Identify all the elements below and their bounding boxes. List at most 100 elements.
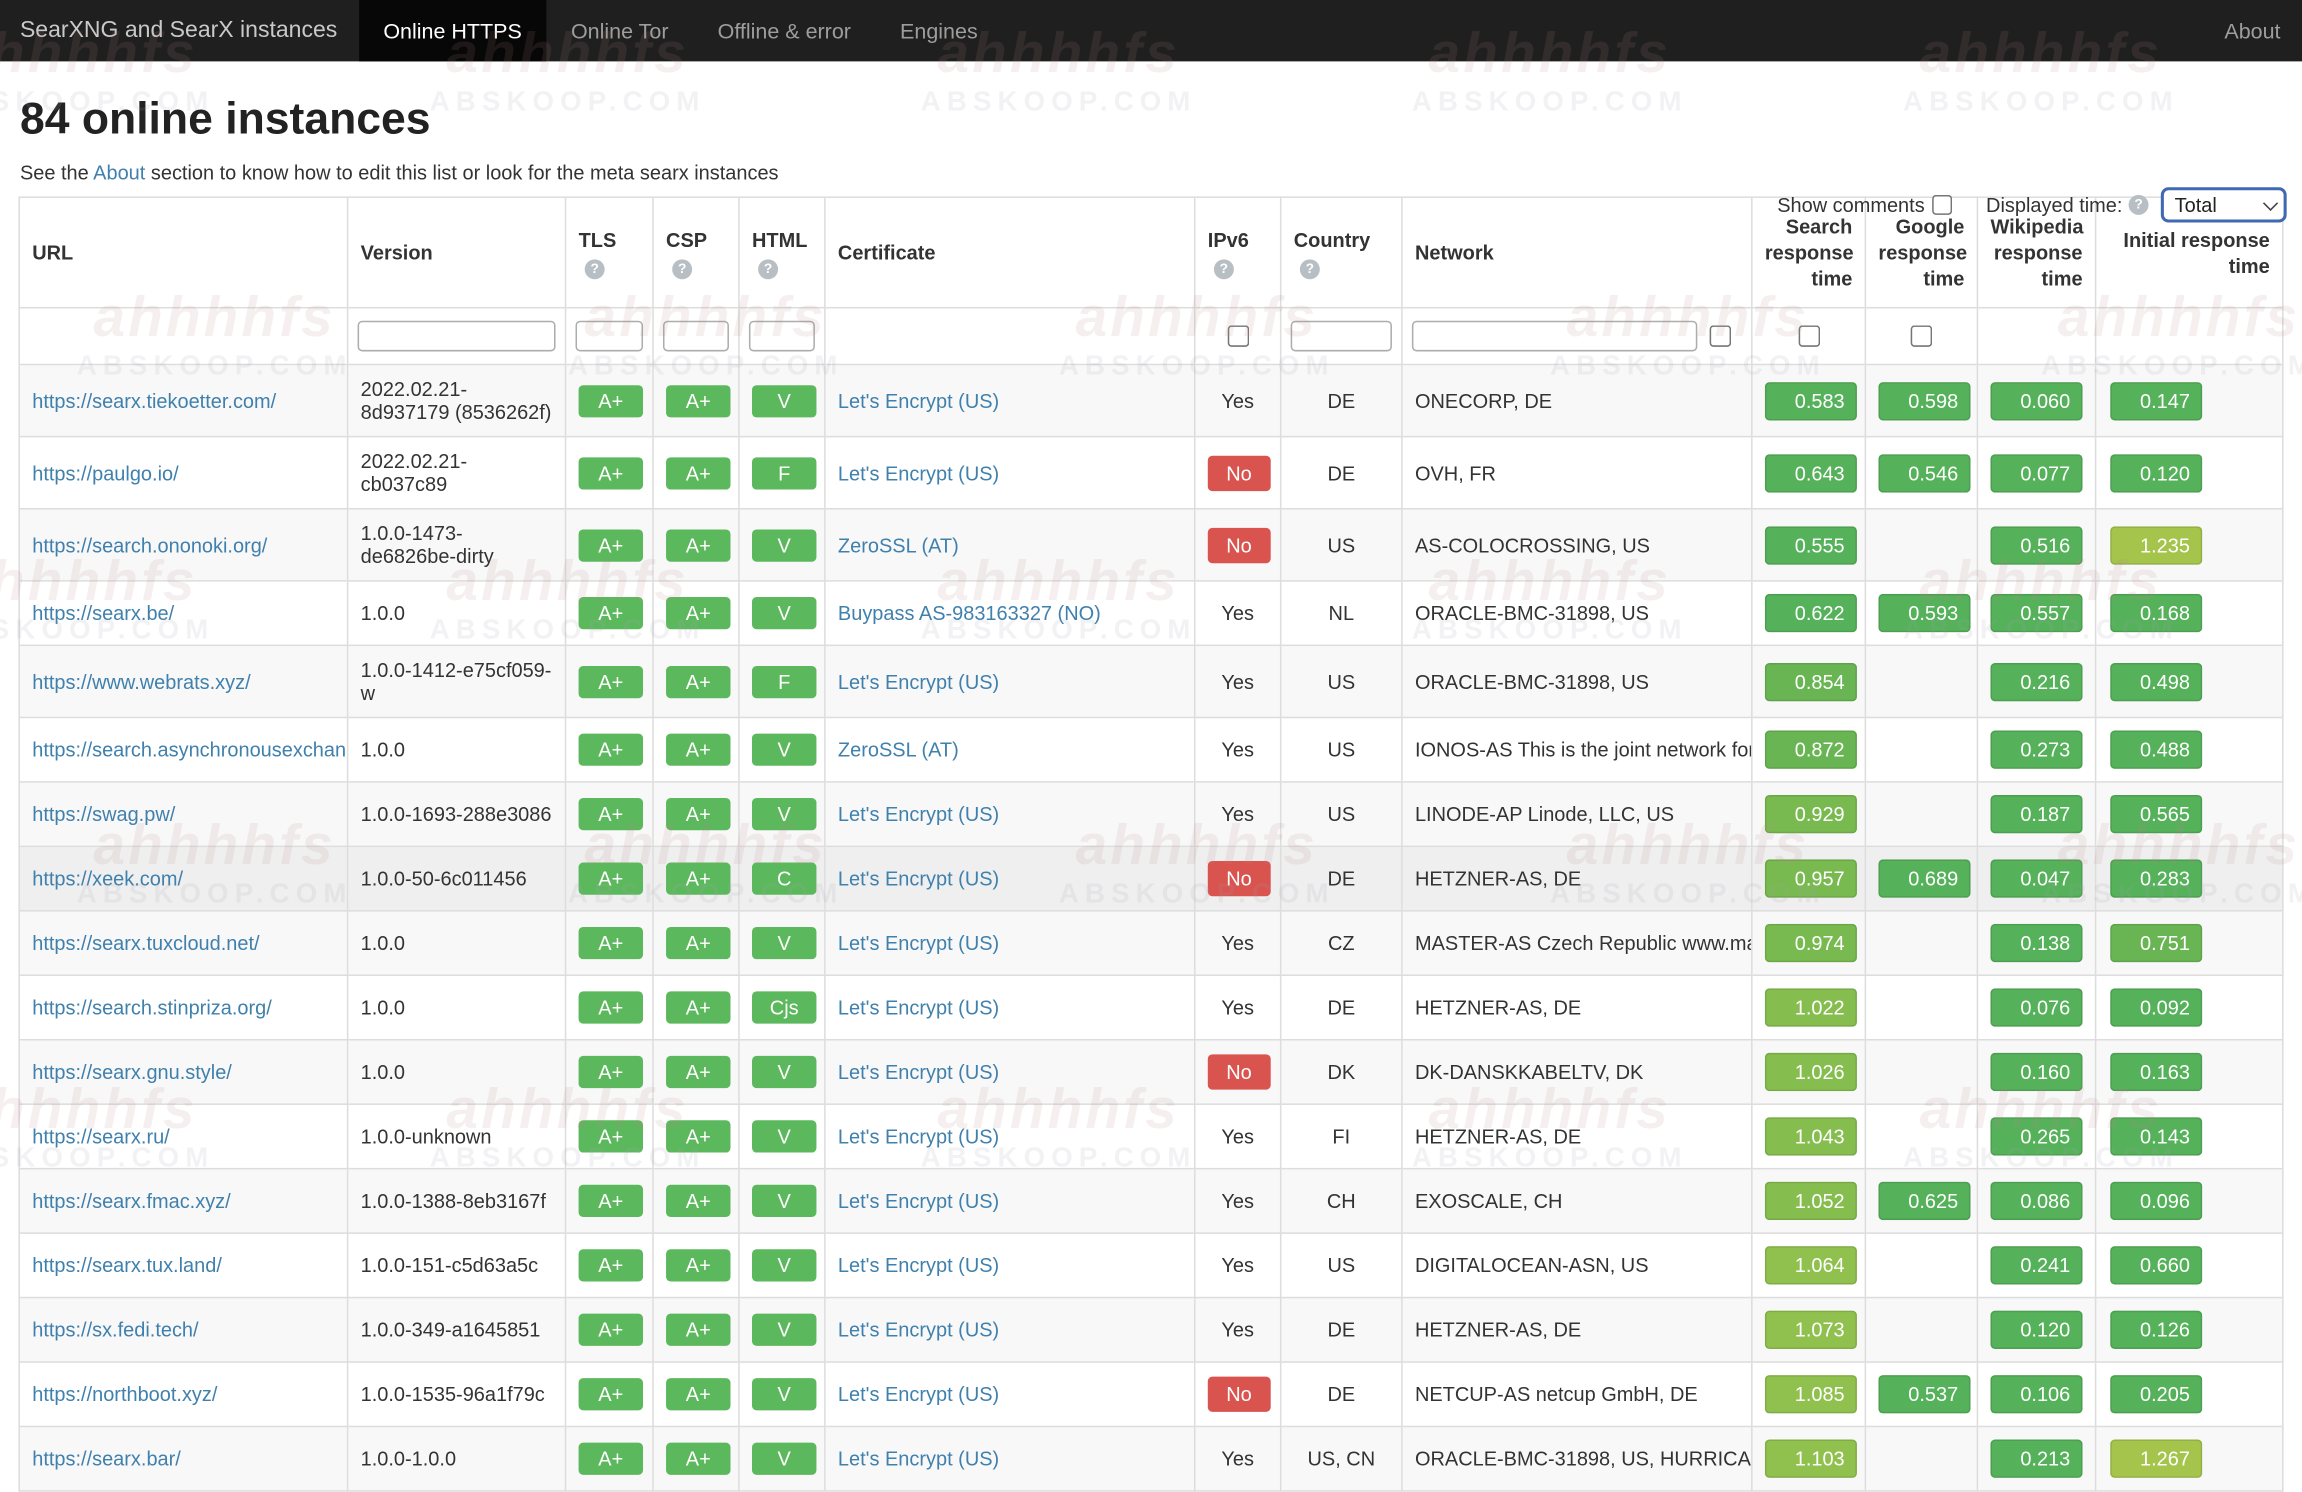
certificate-link[interactable]: Let's Encrypt (US) bbox=[837, 1253, 1000, 1277]
about-link[interactable]: About bbox=[2224, 18, 2281, 43]
certificate-link[interactable]: ZeroSSL (AT) bbox=[837, 533, 959, 557]
network-filter-checkbox[interactable] bbox=[1709, 325, 1732, 347]
csp-grade-badge[interactable]: A+ bbox=[666, 1442, 731, 1475]
csp-grade-badge[interactable]: A+ bbox=[666, 862, 731, 895]
instance-url-link[interactable]: https://sx.fedi.tech/ bbox=[32, 1318, 199, 1342]
html-grade-badge[interactable]: Cjs bbox=[751, 991, 817, 1024]
certificate-link[interactable]: Let's Encrypt (US) bbox=[837, 669, 1000, 693]
csp-grade-badge[interactable]: A+ bbox=[666, 798, 731, 831]
certificate-link[interactable]: Let's Encrypt (US) bbox=[837, 1189, 1000, 1213]
tls-grade-badge[interactable]: A+ bbox=[578, 1055, 644, 1089]
tls-grade-badge[interactable]: A+ bbox=[578, 733, 644, 766]
tls-grade-badge[interactable]: A+ bbox=[578, 862, 644, 895]
instance-url-link[interactable]: https://searx.fmac.xyz/ bbox=[32, 1189, 231, 1213]
html-grade-badge[interactable]: V bbox=[751, 733, 817, 766]
certificate-link[interactable]: Let's Encrypt (US) bbox=[837, 1124, 1000, 1148]
csp-grade-badge[interactable]: A+ bbox=[666, 1055, 731, 1089]
certificate-link[interactable]: Let's Encrypt (US) bbox=[837, 1382, 1000, 1406]
csp-grade-badge[interactable]: A+ bbox=[666, 733, 731, 766]
certificate-link[interactable]: Let's Encrypt (US) bbox=[837, 931, 1000, 955]
tls-grade-badge[interactable]: A+ bbox=[578, 456, 644, 489]
certificate-link[interactable]: Let's Encrypt (US) bbox=[837, 461, 1000, 485]
displayed-time-select[interactable]: Total bbox=[2160, 187, 2287, 223]
csp-grade-badge[interactable]: A+ bbox=[666, 991, 731, 1024]
html-grade-badge[interactable]: V bbox=[751, 384, 817, 417]
version-filter-input[interactable] bbox=[357, 320, 556, 352]
certificate-link[interactable]: Buypass AS-983163327 (NO) bbox=[837, 601, 1101, 625]
tls-grade-badge[interactable]: A+ bbox=[578, 384, 644, 417]
instance-url-link[interactable]: https://swag.pw/ bbox=[32, 802, 176, 826]
csp-grade-badge[interactable]: A+ bbox=[666, 1120, 731, 1153]
instance-url-link[interactable]: https://northboot.xyz/ bbox=[32, 1382, 218, 1406]
instance-url-link[interactable]: https://searx.tiekoetter.com/ bbox=[32, 389, 277, 413]
csp-grade-badge[interactable]: A+ bbox=[666, 1313, 731, 1346]
brand-link[interactable]: SearXNG and SearX instances bbox=[19, 16, 338, 43]
html-grade-badge[interactable]: V bbox=[751, 1120, 817, 1153]
tls-grade-badge[interactable]: A+ bbox=[578, 1249, 644, 1282]
html-filter-input[interactable] bbox=[748, 320, 815, 352]
tab-online-https[interactable]: Online HTTPS bbox=[358, 0, 547, 62]
csp-filter-input[interactable] bbox=[662, 320, 729, 352]
show-comments-checkbox[interactable] bbox=[1932, 194, 1953, 215]
html-grade-badge[interactable]: V bbox=[751, 1249, 817, 1282]
csp-grade-badge[interactable]: A+ bbox=[666, 528, 731, 561]
instance-url-link[interactable]: https://xeek.com/ bbox=[32, 867, 184, 891]
instance-url-link[interactable]: https://searx.ru/ bbox=[32, 1124, 170, 1148]
ipv6-filter-checkbox[interactable] bbox=[1226, 325, 1249, 347]
tab-online-tor[interactable]: Online Tor bbox=[570, 18, 669, 43]
instance-url-link[interactable]: https://searx.gnu.style/ bbox=[32, 1060, 232, 1084]
html-grade-badge[interactable]: V bbox=[751, 1055, 817, 1089]
instance-url-link[interactable]: https://searx.bar/ bbox=[32, 1447, 181, 1471]
tls-grade-badge[interactable]: A+ bbox=[578, 1313, 644, 1346]
tls-grade-badge[interactable]: A+ bbox=[578, 1378, 644, 1411]
tls-grade-badge[interactable]: A+ bbox=[578, 1120, 644, 1153]
csp-grade-badge[interactable]: A+ bbox=[666, 1378, 731, 1411]
tls-grade-badge[interactable]: A+ bbox=[578, 1442, 644, 1475]
csp-grade-badge[interactable]: A+ bbox=[666, 384, 731, 417]
search-time-filter-checkbox[interactable] bbox=[1797, 325, 1820, 347]
tab-offline-error[interactable]: Offline & error bbox=[717, 18, 851, 43]
instance-url-link[interactable]: https://searx.tuxcloud.net/ bbox=[32, 931, 260, 955]
tls-grade-badge[interactable]: A+ bbox=[578, 991, 644, 1024]
tls-grade-badge[interactable]: A+ bbox=[578, 528, 644, 561]
html-grade-badge[interactable]: V bbox=[751, 528, 817, 561]
certificate-link[interactable]: ZeroSSL (AT) bbox=[837, 738, 959, 762]
subtitle-about-link[interactable]: About bbox=[93, 161, 146, 185]
csp-grade-badge[interactable]: A+ bbox=[666, 456, 731, 489]
html-grade-badge[interactable]: F bbox=[751, 665, 817, 698]
csp-grade-badge[interactable]: A+ bbox=[666, 596, 731, 630]
instance-url-link[interactable]: https://search.ononoki.org/ bbox=[32, 533, 268, 557]
html-grade-badge[interactable]: V bbox=[751, 1442, 817, 1475]
tls-filter-input[interactable] bbox=[575, 320, 644, 352]
html-grade-badge[interactable]: C bbox=[751, 862, 817, 895]
html-grade-badge[interactable]: V bbox=[751, 798, 817, 831]
certificate-link[interactable]: Let's Encrypt (US) bbox=[837, 802, 1000, 826]
html-grade-badge[interactable]: V bbox=[751, 596, 817, 630]
tls-grade-badge[interactable]: A+ bbox=[578, 926, 644, 960]
certificate-link[interactable]: Let's Encrypt (US) bbox=[837, 1447, 1000, 1471]
certificate-link[interactable]: Let's Encrypt (US) bbox=[837, 389, 1000, 413]
tls-grade-badge[interactable]: A+ bbox=[578, 665, 644, 698]
html-grade-badge[interactable]: F bbox=[751, 456, 817, 489]
network-filter-input[interactable] bbox=[1411, 320, 1698, 352]
certificate-link[interactable]: Let's Encrypt (US) bbox=[837, 867, 1000, 891]
certificate-link[interactable]: Let's Encrypt (US) bbox=[837, 1060, 1000, 1084]
html-grade-badge[interactable]: V bbox=[751, 1313, 817, 1346]
instance-url-link[interactable]: https://search.stinpriza.org/ bbox=[32, 996, 272, 1020]
csp-grade-badge[interactable]: A+ bbox=[666, 1249, 731, 1282]
google-time-filter-checkbox[interactable] bbox=[1910, 325, 1933, 347]
instance-url-link[interactable]: https://paulgo.io/ bbox=[32, 461, 179, 485]
instance-url-link[interactable]: https://search.asynchronousexchan... bbox=[32, 738, 348, 762]
certificate-link[interactable]: Let's Encrypt (US) bbox=[837, 1318, 1000, 1342]
tls-grade-badge[interactable]: A+ bbox=[578, 798, 644, 831]
html-grade-badge[interactable]: V bbox=[751, 1378, 817, 1411]
instance-url-link[interactable]: https://www.webrats.xyz/ bbox=[32, 669, 251, 693]
tab-engines[interactable]: Engines bbox=[900, 18, 978, 43]
instance-url-link[interactable]: https://searx.tux.land/ bbox=[32, 1253, 222, 1277]
country-filter-input[interactable] bbox=[1290, 320, 1392, 352]
tls-grade-badge[interactable]: A+ bbox=[578, 596, 644, 630]
certificate-link[interactable]: Let's Encrypt (US) bbox=[837, 996, 1000, 1020]
tls-grade-badge[interactable]: A+ bbox=[578, 1184, 644, 1217]
html-grade-badge[interactable]: V bbox=[751, 926, 817, 960]
csp-grade-badge[interactable]: A+ bbox=[666, 1184, 731, 1217]
